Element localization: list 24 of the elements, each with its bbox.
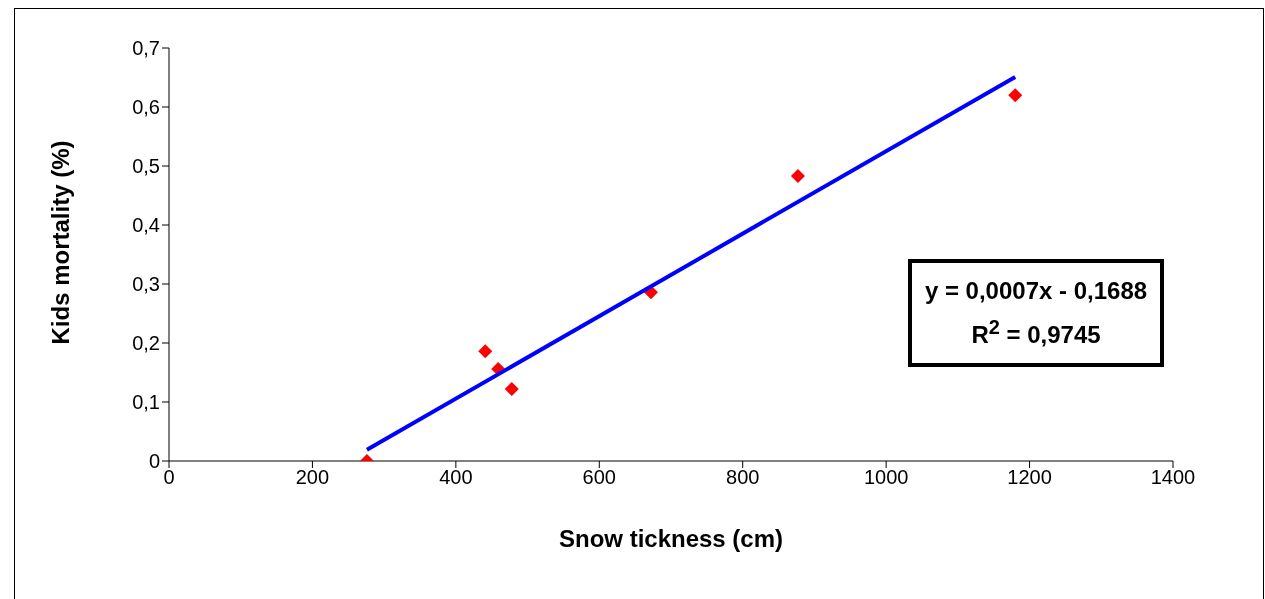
x-tick-label: 800	[726, 466, 760, 489]
y-tick-label: 0,2	[132, 332, 160, 355]
point	[1008, 88, 1023, 103]
y-tick-label: 0,4	[132, 214, 160, 237]
y-tick-label: 0,5	[132, 155, 160, 178]
x-tick-label: 1000	[863, 466, 909, 489]
annotation: R$^{2}$ = 0,9745	[970, 315, 1102, 350]
x-tick-label: 0	[163, 466, 175, 489]
y-tick-label: 0,3	[132, 273, 160, 296]
x-tick-label: 400	[439, 466, 473, 489]
y-tick-label: 0,7	[132, 37, 160, 60]
annotation: y = 0,0007x - 0,1688	[923, 276, 1149, 306]
point	[790, 169, 805, 184]
x-tick-label: 1400	[1150, 466, 1196, 489]
point	[504, 382, 519, 397]
x-tick-label: 200	[295, 466, 330, 489]
y-tick-label: 0,1	[132, 391, 160, 414]
point	[478, 344, 493, 359]
y-tick-label: 0,6	[132, 96, 160, 119]
x-tick-label: 1200	[1007, 466, 1052, 489]
x-axis-title: Snow tickness (cm)	[558, 525, 784, 552]
y-axis-title: Kids mortality (%)	[46, 140, 74, 345]
y-tick-label: 0	[148, 450, 160, 473]
x-tick-label: 600	[582, 466, 616, 489]
